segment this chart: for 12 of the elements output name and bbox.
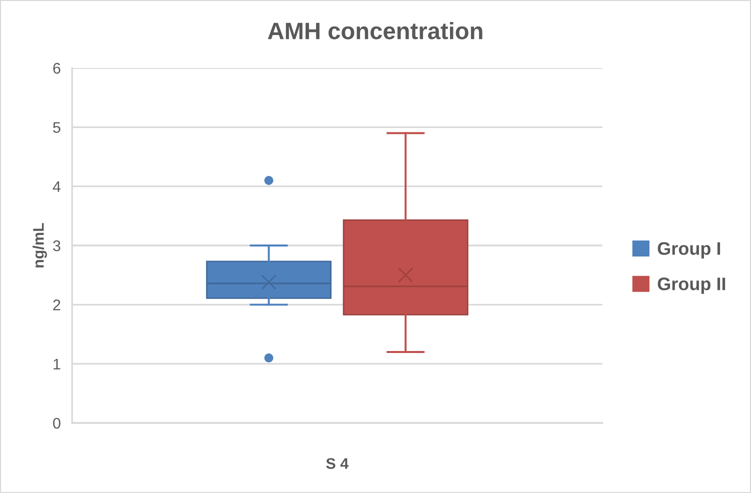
x-tick-label: S 4 — [326, 458, 349, 469]
y-axis-title: ng/mL — [32, 223, 47, 268]
y-tick-label: 3 — [53, 240, 60, 252]
y-tick-label: 6 — [53, 62, 60, 74]
legend-label: Group II — [658, 278, 726, 294]
y-tick-label: 0 — [53, 418, 60, 429]
y-tick-label: 4 — [52, 181, 61, 192]
legend-label: Group I — [658, 242, 720, 258]
y-tick-label: 2 — [53, 300, 60, 310]
chart-title: AMH concentration — [268, 22, 482, 40]
y-tick-label: 5 — [53, 122, 60, 133]
y-tick-label: 1 — [54, 358, 60, 370]
